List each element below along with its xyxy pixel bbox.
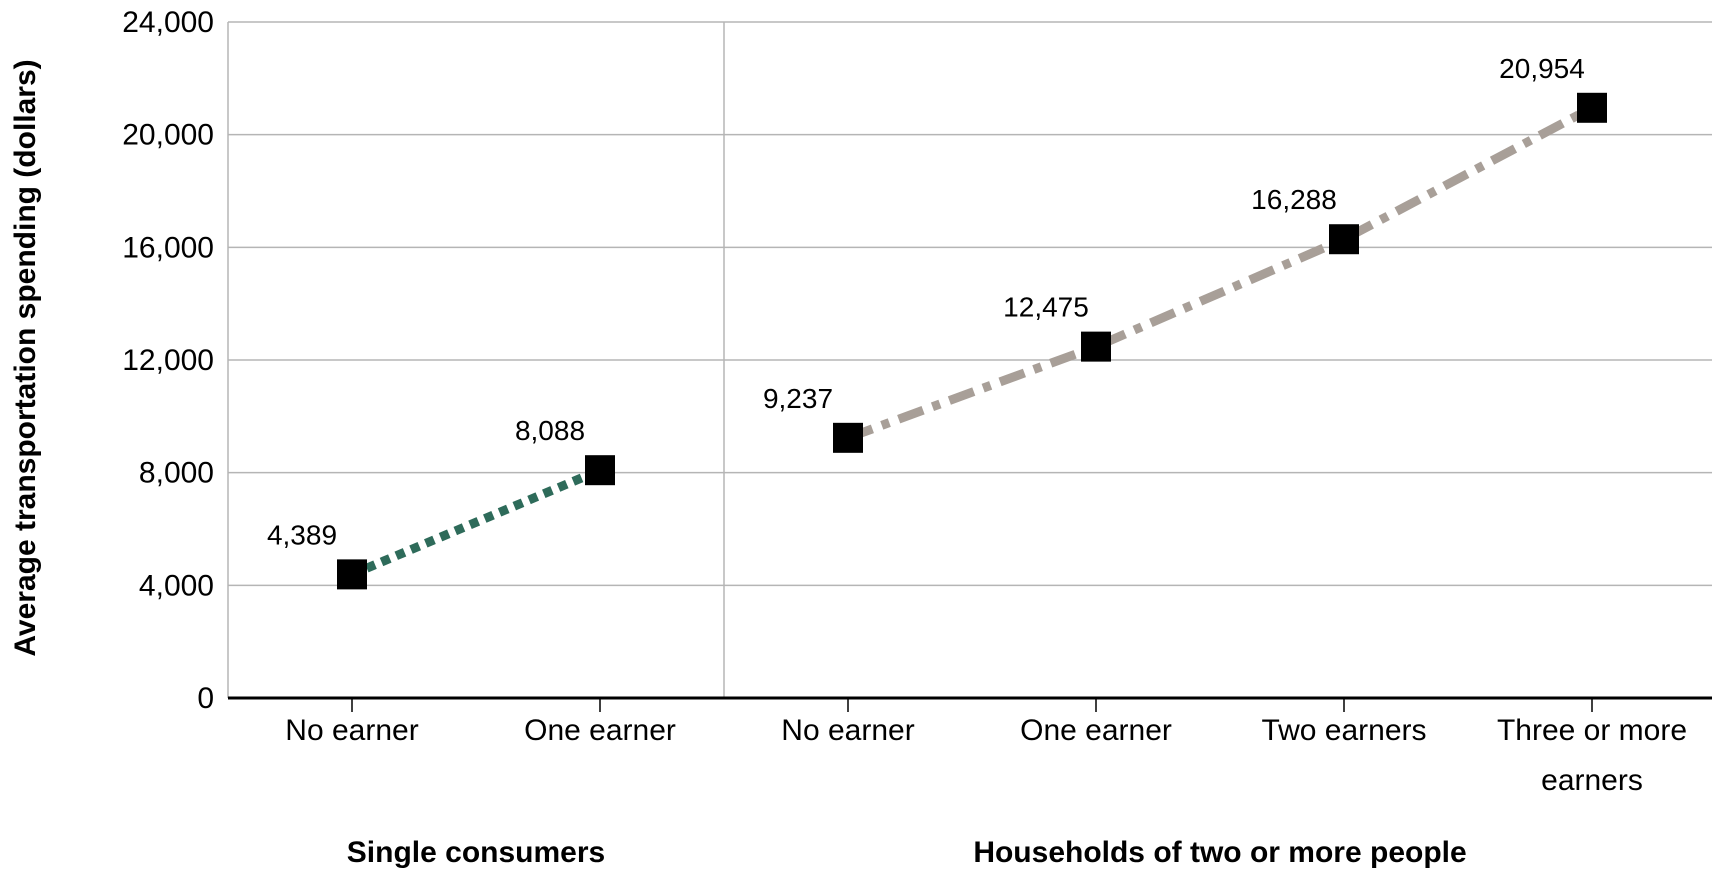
x-category-label: One earner <box>1020 714 1172 747</box>
x-category-label: No earner <box>781 714 914 747</box>
data-marker <box>1081 331 1111 362</box>
x-category-label: One earner <box>524 714 676 747</box>
y-axis: 0 4,000 8,000 12,000 16,000 20,000 24,000 <box>122 6 214 715</box>
y-tick-label: 24,000 <box>122 6 214 39</box>
data-marker <box>585 455 615 486</box>
y-tick-label: 20,000 <box>122 119 214 152</box>
gridlines <box>227 21 1712 698</box>
data-marker <box>833 422 863 453</box>
data-label: 9,237 <box>763 383 833 414</box>
data-label: 4,389 <box>267 519 337 550</box>
series-line <box>846 103 1595 443</box>
data-marker <box>337 559 367 590</box>
y-tick-label: 4,000 <box>139 569 214 602</box>
y-tick-label: 0 <box>197 682 214 715</box>
data-label: 16,288 <box>1251 184 1337 215</box>
data-marker <box>1329 224 1359 255</box>
y-tick-label: 12,000 <box>122 344 214 377</box>
x-category-label: Three or more earners <box>1497 714 1687 797</box>
y-tick-label: 16,000 <box>122 231 214 264</box>
series-lines <box>350 103 1595 579</box>
data-marker <box>1577 92 1607 123</box>
series-line <box>350 466 602 579</box>
group-labels: Single consumers Households of two or mor… <box>347 836 1467 869</box>
data-markers <box>337 92 1607 590</box>
data-label: 12,475 <box>1003 292 1089 323</box>
x-category-label: Two earners <box>1261 714 1426 747</box>
y-tick-label: 8,000 <box>139 457 214 490</box>
group-label: Households of two or more people <box>973 836 1466 869</box>
data-label: 20,954 <box>1499 53 1585 84</box>
x-category-label: No earner <box>285 714 418 747</box>
group-label: Single consumers <box>347 836 605 869</box>
data-label: 8,088 <box>515 415 585 446</box>
x-axis: No earner One earner No earner One earner Tw… <box>228 696 1712 797</box>
y-axis-title: Average transportation spending (dollars… <box>9 59 42 656</box>
data-labels: 4,389 8,088 9,237 12,475 16,288 20,954 <box>267 53 1585 551</box>
